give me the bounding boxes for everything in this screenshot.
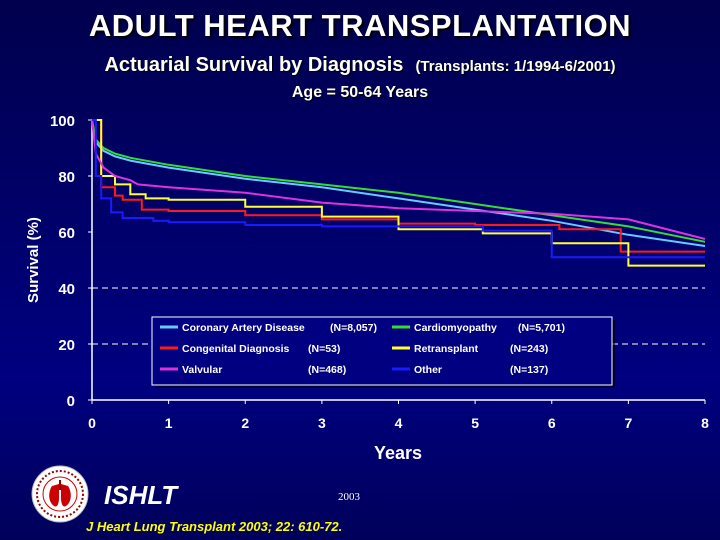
x-tick-label-4: 4 <box>395 415 403 431</box>
series-line-2 <box>92 119 705 253</box>
x-tick-label-7: 7 <box>624 415 632 431</box>
x-tick-label-2: 2 <box>241 415 249 431</box>
legend-label-1: Cardiomyopathy <box>414 322 497 334</box>
y-tick-label-0: 0 <box>67 393 75 410</box>
x-tick-label-0: 0 <box>88 415 96 431</box>
legend-count-1: (N=5,701) <box>518 322 565 334</box>
y-tick-label-20: 20 <box>58 337 75 354</box>
series-line-4 <box>91 119 706 240</box>
series-line-0 <box>91 119 706 247</box>
copyright-year: 2003 <box>338 491 360 503</box>
y-tick-label-40: 40 <box>58 281 75 298</box>
x-tick-label-5: 5 <box>471 415 479 431</box>
legend-box <box>151 316 613 386</box>
x-tick-label-3: 3 <box>318 415 326 431</box>
x-tick-label-6: 6 <box>548 415 556 431</box>
legend-label-5: Other <box>414 364 442 376</box>
ishlt-label: ISHLT <box>104 480 178 510</box>
legend-label-0: Coronary Artery Disease <box>182 322 305 334</box>
chart-subtitle: Actuarial Survival by Diagnosis <box>104 54 404 76</box>
series-line-1 <box>91 119 706 243</box>
legend-count-3: (N=243) <box>510 343 548 355</box>
x-tick-label-1: 1 <box>165 415 173 431</box>
transplant-date-range: (Transplants: 1/1994-6/2001) <box>415 58 616 75</box>
x-axis-title: Years <box>374 443 422 463</box>
y-tick-label-60: 60 <box>58 225 75 242</box>
age-range: Age = 50-64 Years <box>291 84 429 101</box>
legend-count-2: (N=53) <box>308 343 340 355</box>
legend-count-0: (N=8,057) <box>330 322 377 334</box>
x-tick-label-8: 8 <box>701 415 709 431</box>
legend-label-4: Valvular <box>182 364 222 376</box>
legend-count-5: (N=137) <box>510 364 548 376</box>
subtitle-line: Actuarial Survival by Diagnosis (Transpla… <box>0 54 720 77</box>
ishlt-seal-logo <box>31 465 89 523</box>
y-tick-label-80: 80 <box>58 169 75 186</box>
series-line-5 <box>92 119 705 259</box>
legend-count-4: (N=468) <box>308 364 346 376</box>
legend-label-3: Retransplant <box>414 343 479 355</box>
legend-label-2: Congenital Diagnosis <box>182 343 290 355</box>
page-title: ADULT HEART TRANSPLANTATION <box>88 8 632 43</box>
y-tick-label-100: 100 <box>50 113 75 130</box>
journal-citation: J Heart Lung Transplant 2003; 22: 610-72… <box>86 519 343 534</box>
y-axis-title: Survival (%) <box>25 217 42 303</box>
